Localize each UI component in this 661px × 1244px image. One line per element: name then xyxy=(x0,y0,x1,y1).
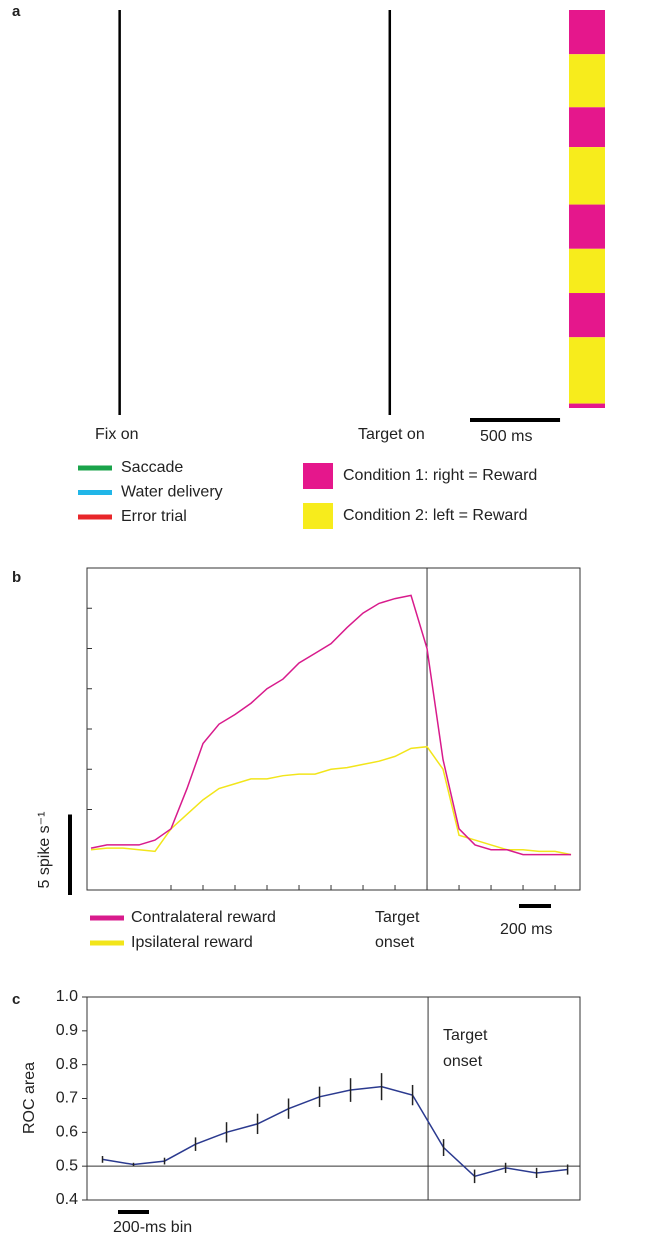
condition-block xyxy=(569,248,605,294)
condition-block xyxy=(569,147,605,205)
condition-block xyxy=(569,10,605,55)
x-scale-bar-label: 200-ms bin xyxy=(113,1219,192,1236)
panel-label: a xyxy=(12,3,21,20)
condition-block xyxy=(569,337,605,404)
event-label: Target xyxy=(375,909,420,926)
y-tick-label: 0.5 xyxy=(56,1157,78,1174)
condition-block xyxy=(569,403,605,408)
panel-label: b xyxy=(12,569,21,586)
condition-block xyxy=(569,204,605,249)
y-tick-label: 0.6 xyxy=(56,1124,78,1141)
y-tick-label: 0.7 xyxy=(56,1090,78,1107)
event-label: Target xyxy=(443,1027,488,1044)
panel-label: c xyxy=(12,991,20,1008)
legend-label: Condition 2: left = Reward xyxy=(343,507,528,524)
condition-block xyxy=(569,54,605,108)
legend-label: Error trial xyxy=(121,508,187,525)
scale-bar-label: 500 ms xyxy=(480,428,532,445)
data-line xyxy=(102,1085,568,1178)
legend-label: Condition 1: right = Reward xyxy=(343,467,537,484)
legend-label: Water delivery xyxy=(121,484,223,501)
event-label: onset xyxy=(375,934,415,951)
x-scale-bar-label: 200 ms xyxy=(500,921,552,938)
data-line xyxy=(90,594,572,856)
y-tick-label: 0.4 xyxy=(56,1191,78,1208)
legend-swatch xyxy=(303,503,333,529)
event-label: onset xyxy=(443,1053,483,1070)
y-scale-bar-label: 5 spike s⁻¹ xyxy=(36,812,53,889)
legend-label: Saccade xyxy=(121,459,183,476)
y-tick-label: 0.9 xyxy=(56,1022,78,1039)
legend-swatch xyxy=(303,463,333,489)
y-axis-label: ROC area xyxy=(21,1062,38,1134)
event-label: Target on xyxy=(358,426,425,443)
legend-label: Ipsilateral reward xyxy=(131,934,253,951)
legend-label: Contralateral reward xyxy=(131,909,276,926)
condition-block xyxy=(569,107,605,148)
y-tick-label: 0.8 xyxy=(56,1056,78,1073)
condition-block xyxy=(569,293,605,338)
y-tick-label: 1.0 xyxy=(56,988,78,1005)
event-label: Fix on xyxy=(95,426,139,443)
data-line xyxy=(90,745,572,856)
